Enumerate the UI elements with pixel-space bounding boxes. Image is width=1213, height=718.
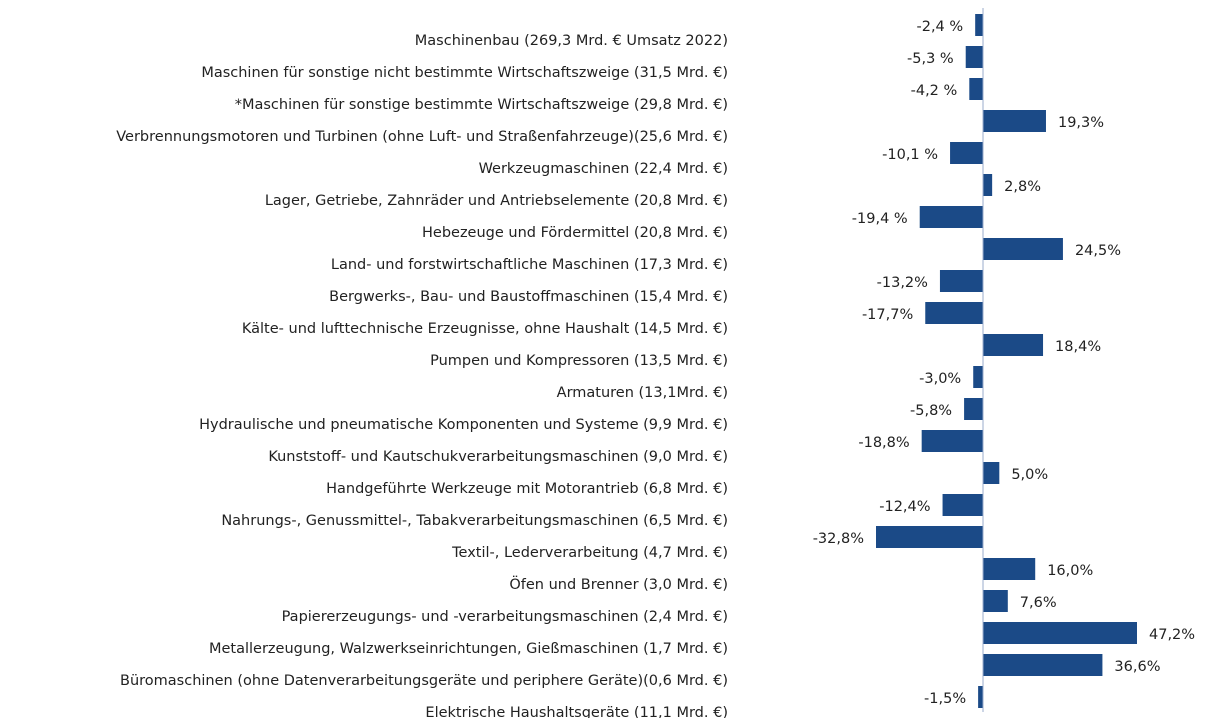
category-label: Armaturen (13,1Mrd. €) xyxy=(557,385,728,401)
value-label: 18,4% xyxy=(1055,339,1101,355)
bar xyxy=(983,558,1036,580)
category-label: Öfen und Brenner (3,0 Mrd. €) xyxy=(509,575,728,593)
value-label: 16,0% xyxy=(1047,563,1093,579)
value-label: -19,4 % xyxy=(852,211,908,227)
bar xyxy=(978,686,984,708)
bar xyxy=(975,14,984,36)
bar xyxy=(876,526,984,548)
value-label: -1,5% xyxy=(924,691,966,707)
bar xyxy=(921,430,984,452)
bar xyxy=(969,78,984,100)
value-label: 2,8% xyxy=(1004,179,1041,195)
value-label: -18,8% xyxy=(858,435,909,451)
bar xyxy=(983,590,1008,612)
category-label: Kunststoff- und Kautschukverarbeitungsma… xyxy=(268,449,728,465)
bar xyxy=(964,398,984,420)
category-label: Bergwerks-, Bau- und Baustoffmaschinen (… xyxy=(329,289,728,305)
category-label: Pumpen und Kompressoren (13,5 Mrd. €) xyxy=(430,353,728,369)
category-label: Lager, Getriebe, Zahnräder und Antriebse… xyxy=(265,193,728,209)
value-label: -4,2 % xyxy=(911,83,958,99)
category-label: Hebezeuge und Fördermittel (20,8 Mrd. €) xyxy=(422,225,728,241)
value-label: 7,6% xyxy=(1020,595,1057,611)
value-label: 19,3% xyxy=(1058,115,1104,131)
category-label: Kälte- und lufttechnische Erzeugnisse, o… xyxy=(242,321,728,337)
value-label: -5,3 % xyxy=(907,51,954,67)
category-label: Land- und forstwirtschaftliche Maschinen… xyxy=(331,257,728,273)
bar xyxy=(983,334,1044,356)
bar xyxy=(983,238,1063,260)
value-label: 36,6% xyxy=(1114,659,1160,675)
category-label: Metallerzeugung, Walzwerkseinrichtungen,… xyxy=(209,641,728,657)
category-label: *Maschinen für sonstige bestimmte Wirtsc… xyxy=(235,97,728,113)
bar xyxy=(942,494,984,516)
bar xyxy=(973,366,984,388)
category-label: Maschinenbau (269,3 Mrd. € Umsatz 2022) xyxy=(415,33,728,49)
value-label: -32,8% xyxy=(813,531,864,547)
value-label: -13,2% xyxy=(877,275,928,291)
category-label: Handgeführte Werkzeuge mit Motorantrieb … xyxy=(326,481,728,497)
value-label: -10,1 % xyxy=(882,147,938,163)
bar xyxy=(939,270,984,292)
bar xyxy=(919,206,984,228)
category-label: Textil-, Lederverarbeitung (4,7 Mrd. €) xyxy=(451,545,728,561)
bar xyxy=(983,462,1000,484)
category-label: Papiererzeugungs- und -verarbeitungsmasc… xyxy=(282,609,728,625)
value-label: 5,0% xyxy=(1011,467,1048,483)
bar xyxy=(983,654,1103,676)
category-label: Verbrennungsmotoren und Turbinen (ohne L… xyxy=(116,129,728,145)
bar xyxy=(950,142,984,164)
value-label: -12,4% xyxy=(879,499,930,515)
value-label: -17,7% xyxy=(862,307,913,323)
value-label: 24,5% xyxy=(1075,243,1121,259)
category-label: Maschinen für sonstige nicht bestimmte W… xyxy=(201,65,728,81)
category-label: Nahrungs-, Genussmittel-, Tabakverarbeit… xyxy=(221,513,728,529)
category-label: Hydraulische und pneumatische Komponente… xyxy=(199,417,728,433)
bar xyxy=(983,110,1046,132)
category-label: Büromaschinen (ohne Datenverarbeitungsge… xyxy=(120,673,728,689)
category-label: Elektrische Haushaltsgeräte (11,1 Mrd. €… xyxy=(425,705,728,718)
bar xyxy=(965,46,984,68)
value-label: 47,2% xyxy=(1149,627,1195,643)
value-label: -2,4 % xyxy=(916,19,963,35)
bar xyxy=(925,302,984,324)
bar xyxy=(983,174,993,196)
value-label: -5,8% xyxy=(910,403,952,419)
value-label: -3,0% xyxy=(919,371,961,387)
bar xyxy=(983,622,1137,644)
category-label: Werkzeugmaschinen (22,4 Mrd. €) xyxy=(479,161,728,177)
